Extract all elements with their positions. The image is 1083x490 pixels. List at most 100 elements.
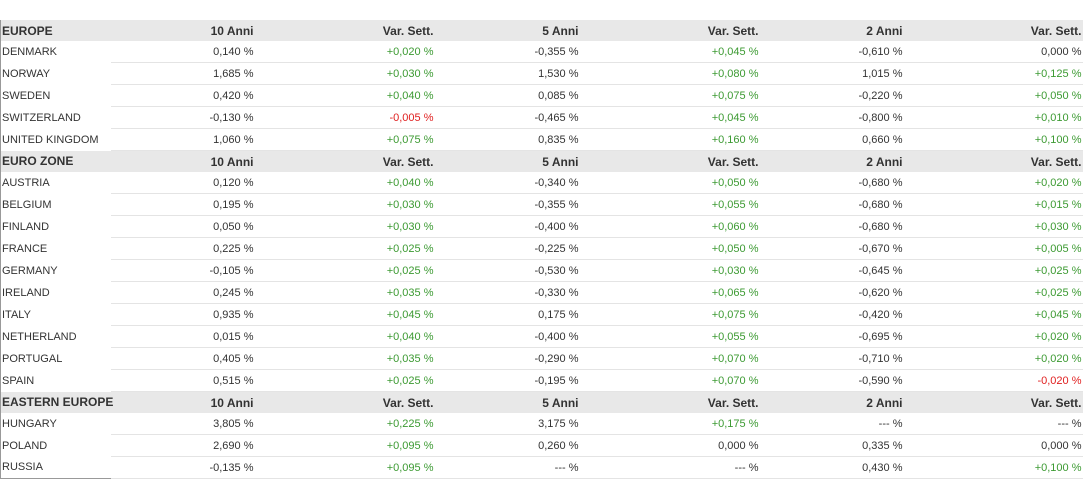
rate-cell: 0,430 % <box>760 456 905 479</box>
rate-cell: 0,000 % <box>904 41 1083 63</box>
section-title: EUROPE <box>0 20 111 41</box>
rate-cell: -0,800 % <box>760 106 905 129</box>
rate-cell: -0,005 % <box>255 106 436 129</box>
rate-cell: -0,105 % <box>110 259 256 282</box>
data-row: AUSTRIA 0,120 % +0,040 % -0,340 % +0,050 % -0… <box>1 172 1083 194</box>
rate-cell: -0,020 % <box>904 369 1083 392</box>
rate-cell: -0,420 % <box>760 303 905 326</box>
rate-cell: +0,175 % <box>580 413 761 435</box>
rate-cell: +0,025 % <box>255 237 436 260</box>
rate-cell: +0,075 % <box>580 84 761 107</box>
rate-cell: -0,225 % <box>435 237 581 260</box>
country-name: AUSTRIA <box>2 176 50 189</box>
rate-cell: +0,070 % <box>580 369 761 392</box>
rate-cell: -0,710 % <box>760 347 905 370</box>
rate-cell: -0,680 % <box>760 172 905 194</box>
rate-cell: 1,060 % <box>110 128 256 151</box>
rate-cell: +0,025 % <box>904 259 1083 282</box>
column-header: Var. Sett. <box>255 150 436 172</box>
rate-cell: -0,340 % <box>435 172 581 194</box>
rate-cell: 3,175 % <box>435 413 581 435</box>
column-header: 10 Anni <box>110 20 256 41</box>
rate-cell: +0,040 % <box>255 84 436 107</box>
rate-cell: +0,055 % <box>580 193 761 216</box>
rate-cell: +0,040 % <box>255 172 436 194</box>
data-row: DENMARK 0,140 % +0,020 % -0,355 % +0,045 % -0… <box>1 41 1083 63</box>
rate-cell: +0,025 % <box>255 369 436 392</box>
rate-cell: -0,400 % <box>435 325 581 348</box>
rate-cell: +0,050 % <box>580 237 761 260</box>
rate-cell: 0,175 % <box>435 303 581 326</box>
column-header: 2 Anni <box>760 20 905 41</box>
rate-cell: +0,020 % <box>904 325 1083 348</box>
rate-cell: +0,225 % <box>255 413 436 435</box>
column-header: 2 Anni <box>760 150 905 172</box>
rate-cell: -0,195 % <box>435 369 581 392</box>
rate-cell: +0,060 % <box>580 215 761 238</box>
rate-cell: 0,335 % <box>760 434 905 457</box>
rate-cell: +0,035 % <box>255 347 436 370</box>
rate-cell: +0,065 % <box>580 281 761 304</box>
rate-cell: -0,355 % <box>435 193 581 216</box>
rate-cell: 0,140 % <box>110 41 256 63</box>
rate-cell: -0,290 % <box>435 347 581 370</box>
rate-cell: --- % <box>435 456 581 479</box>
rate-cell: +0,055 % <box>580 325 761 348</box>
rate-cell: 3,805 % <box>110 413 256 435</box>
rate-cell: 1,530 % <box>435 62 581 85</box>
country-name: PORTUGAL <box>2 352 63 365</box>
rate-cell: 0,225 % <box>110 237 256 260</box>
section-title: EASTERN EUROPE <box>0 391 113 413</box>
rate-cell: 0,835 % <box>435 128 581 151</box>
rate-cell: +0,095 % <box>255 434 436 457</box>
country-name: GERMANY <box>2 264 58 277</box>
country-name: IRELAND <box>2 286 50 299</box>
data-row: ITALY 0,935 % +0,045 % 0,175 % +0,075 % -0,42… <box>1 303 1083 326</box>
rate-cell: +0,040 % <box>255 325 436 348</box>
data-row: SWITZERLAND -0,130 % -0,005 % -0,465 % +0,04… <box>1 106 1083 129</box>
column-header: Var. Sett. <box>904 391 1083 413</box>
data-row: POLAND 2,690 % +0,095 % 0,260 % 0,000 % 0,335… <box>1 434 1083 457</box>
rate-cell: 0,050 % <box>110 215 256 238</box>
column-header: Var. Sett. <box>255 391 436 413</box>
rate-cell: +0,010 % <box>904 106 1083 129</box>
rate-cell: 0,000 % <box>580 434 761 457</box>
rate-cell: -0,530 % <box>435 259 581 282</box>
rate-cell: -0,355 % <box>435 41 581 63</box>
rate-cell: --- % <box>904 413 1083 435</box>
country-name: RUSSIA <box>2 461 43 474</box>
country-name: SWITZERLAND <box>2 111 81 124</box>
rate-cell: -0,645 % <box>760 259 905 282</box>
rate-cell: --- % <box>580 456 761 479</box>
rate-cell: -0,620 % <box>760 281 905 304</box>
rate-cell: +0,025 % <box>255 259 436 282</box>
rate-cell: +0,030 % <box>255 62 436 85</box>
data-row: FINLAND 0,050 % +0,030 % -0,400 % +0,060 % -0… <box>1 215 1083 238</box>
rate-cell: +0,030 % <box>255 215 436 238</box>
rate-cell: 0,195 % <box>110 193 256 216</box>
rate-cell: +0,030 % <box>255 193 436 216</box>
rate-cell: 0,015 % <box>110 325 256 348</box>
data-row: HUNGARY 3,805 % +0,225 % 3,175 % +0,175 % ---… <box>1 413 1083 435</box>
country-name: FRANCE <box>2 242 48 255</box>
rate-cell: +0,035 % <box>255 281 436 304</box>
data-row: NETHERLAND 0,015 % +0,040 % -0,400 % +0,055 … <box>1 325 1083 348</box>
column-header: 10 Anni <box>110 150 256 172</box>
data-row: SPAIN 0,515 % +0,025 % -0,195 % +0,070 % -0,5… <box>1 369 1083 392</box>
data-row: RUSSIA -0,135 % +0,095 % --- % --- % 0,430 % +… <box>1 456 1083 479</box>
country-name: SWEDEN <box>2 89 51 102</box>
country-name: POLAND <box>2 439 48 452</box>
rate-cell: +0,070 % <box>580 347 761 370</box>
rate-cell: -0,220 % <box>760 84 905 107</box>
rate-cell: +0,015 % <box>904 193 1083 216</box>
rate-cell: -0,670 % <box>760 237 905 260</box>
rate-cell: 0,660 % <box>760 128 905 151</box>
data-row: FRANCE 0,225 % +0,025 % -0,225 % +0,050 % -0,… <box>1 237 1083 260</box>
rate-cell: 2,690 % <box>110 434 256 457</box>
rate-cell: +0,045 % <box>904 303 1083 326</box>
column-header: 5 Anni <box>435 150 581 172</box>
rate-cell: -0,695 % <box>760 325 905 348</box>
rate-cell: +0,020 % <box>904 172 1083 194</box>
column-header: 2 Anni <box>760 391 905 413</box>
